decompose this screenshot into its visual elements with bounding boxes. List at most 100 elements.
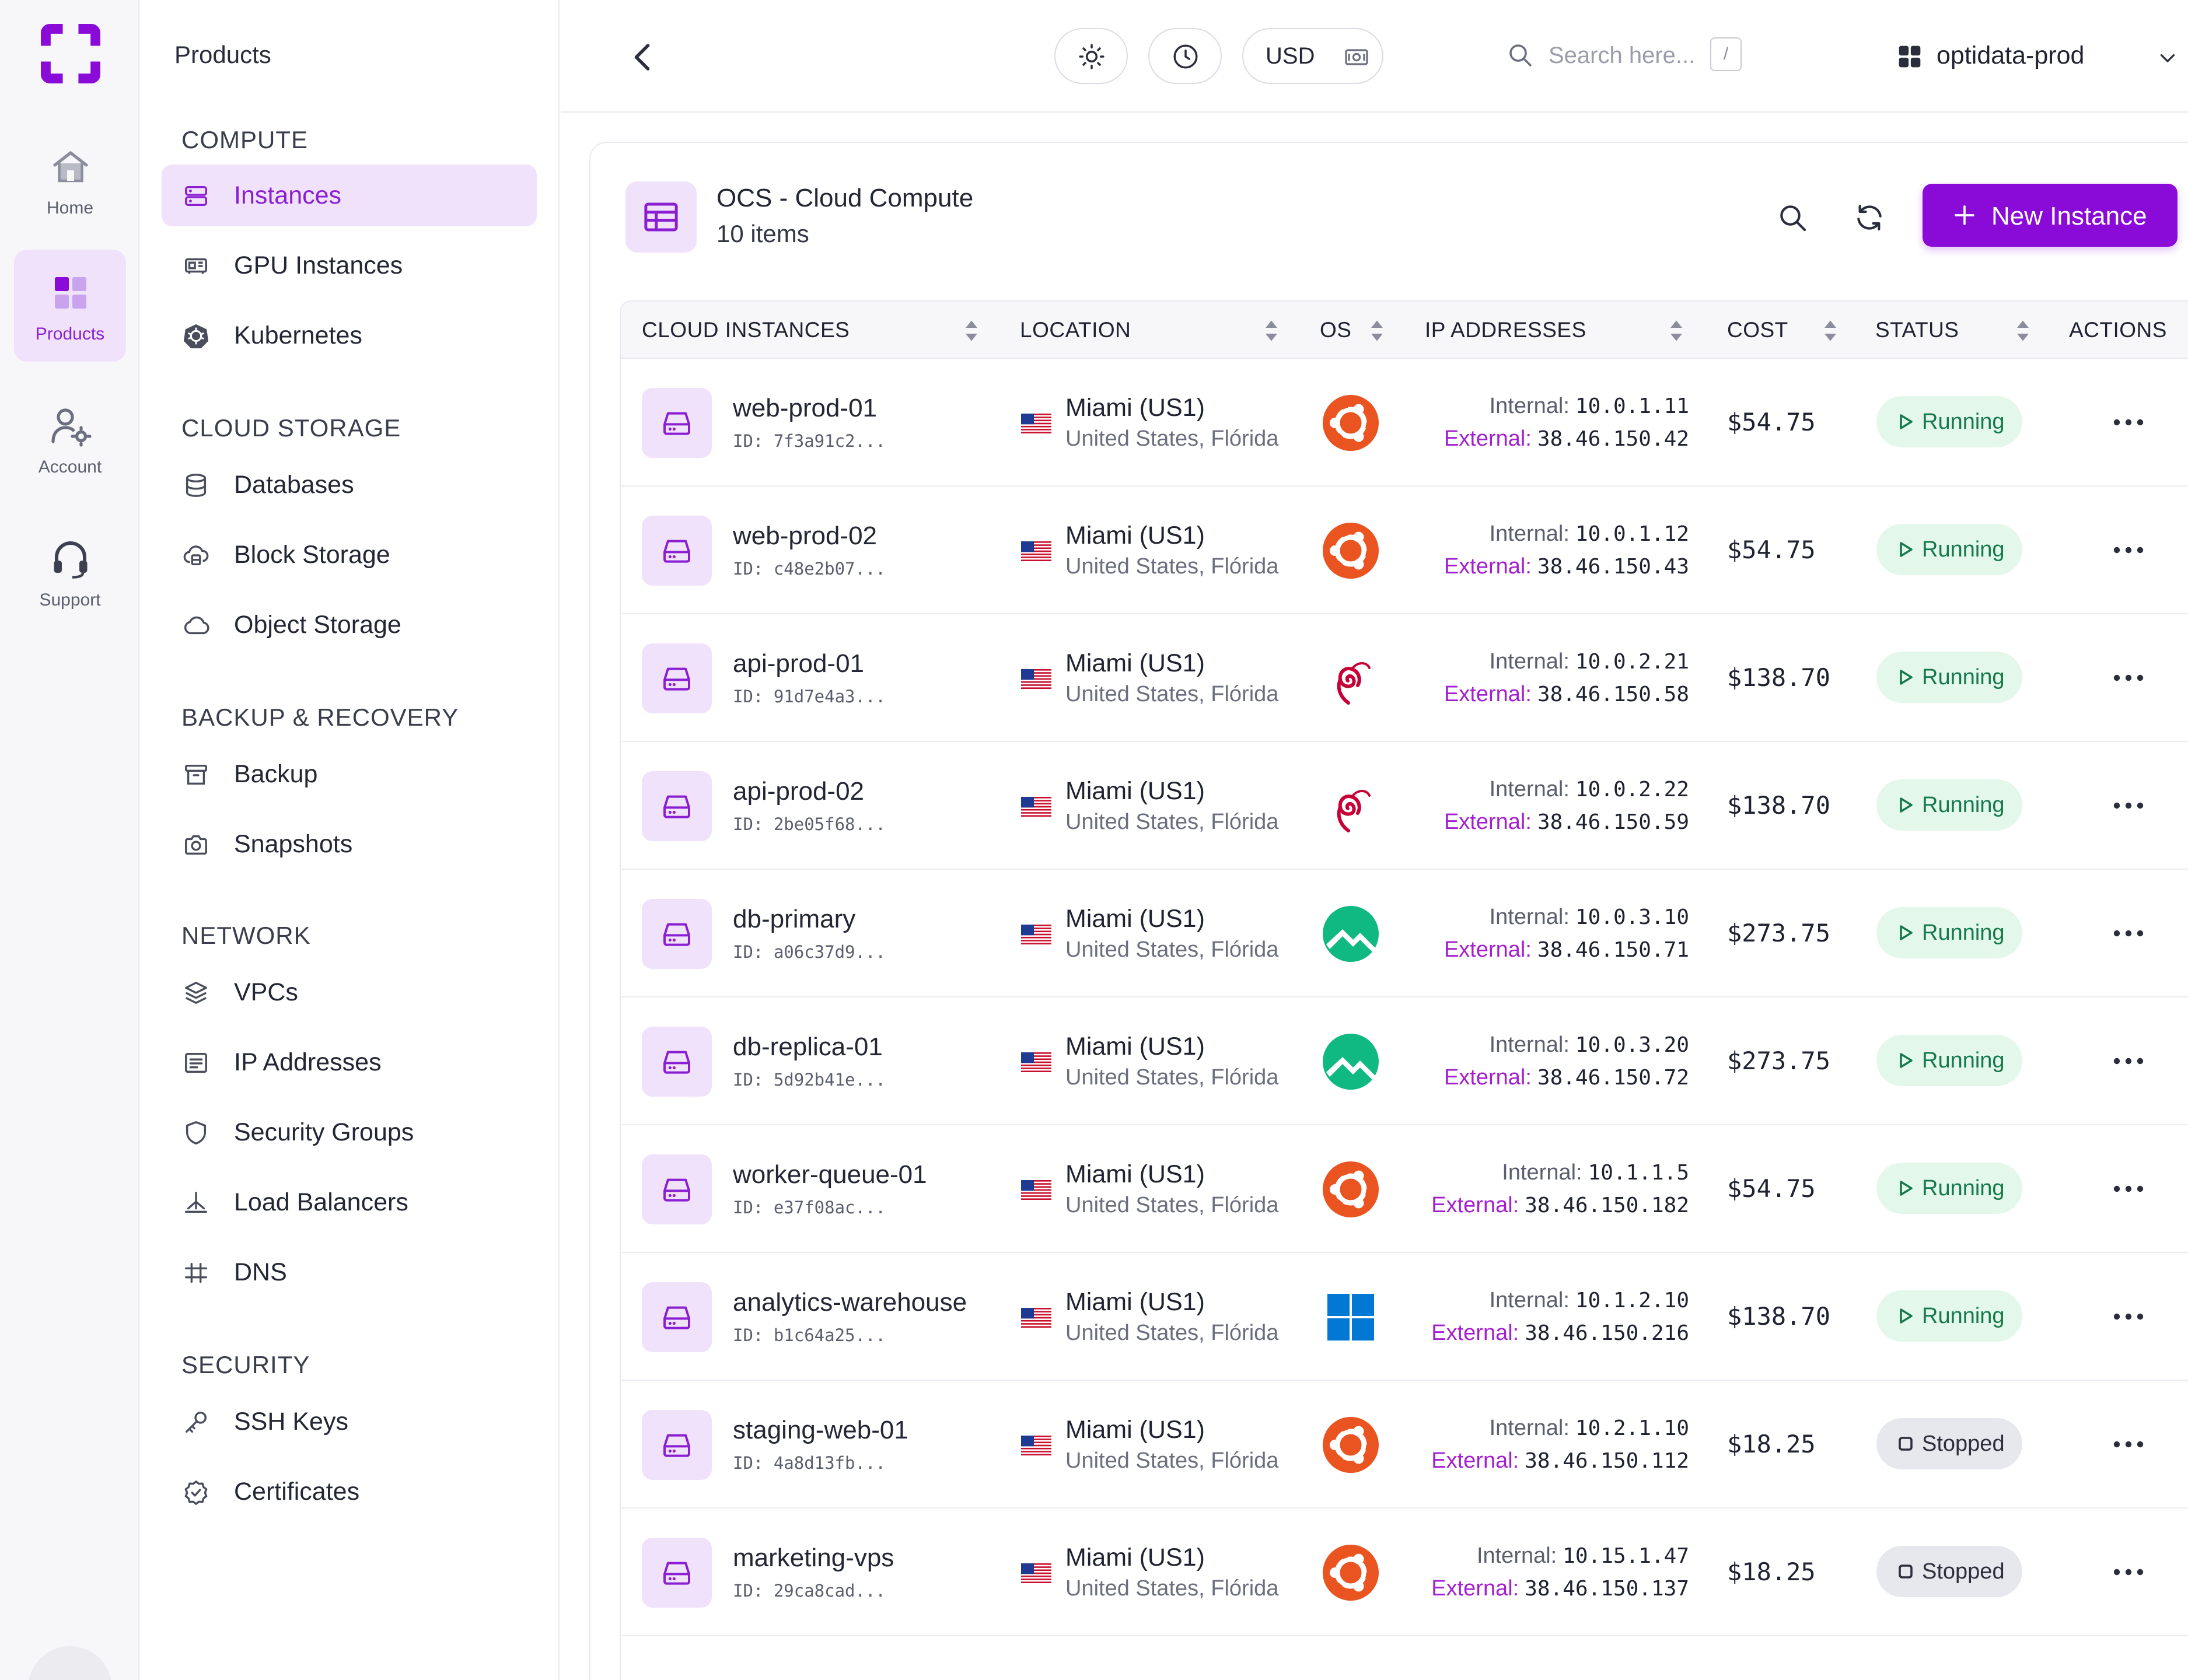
table-row[interactable]: db-primary ID: a06c37d9... Miami (US1) U…: [621, 870, 2188, 998]
card-icon: [625, 181, 697, 253]
sidebar-item-ssh-keys[interactable]: SSH Keys: [162, 1391, 537, 1452]
table-row[interactable]: web-prod-01 ID: 7f3a91c2... Miami (US1) …: [621, 359, 2188, 487]
column-header-instances[interactable]: CLOUD INSTANCES: [642, 318, 850, 342]
sidebar-item-object-storage[interactable]: Object Storage: [162, 594, 537, 656]
instance-id: ID: 5d92b41e...: [733, 1070, 886, 1090]
location-region: United States, Flórida: [1065, 1576, 1279, 1601]
sidebar-item-databases[interactable]: Databases: [162, 454, 537, 516]
status-badge: Running: [1876, 1163, 2022, 1214]
sort-icon[interactable]: [1823, 319, 1838, 342]
sidebar-item-ip-addresses[interactable]: IP Addresses: [162, 1031, 537, 1093]
theme-toggle-button[interactable]: [1054, 28, 1128, 84]
products-sidebar: Products COMPUTE Instances GPU Instances…: [141, 0, 560, 1680]
us-flag-icon: [1021, 1436, 1051, 1455]
logo-icon[interactable]: [38, 21, 103, 86]
instance-icon: [642, 899, 712, 969]
table-row[interactable]: analytics-warehouse ID: b1c64a25... Miam…: [621, 1253, 2188, 1381]
avatar[interactable]: [28, 1646, 112, 1680]
history-button[interactable]: [1148, 28, 1222, 84]
table-row[interactable]: api-prod-02 ID: 2be05f68... Miami (US1) …: [621, 742, 2188, 870]
sidebar-item-security-groups[interactable]: Security Groups: [162, 1101, 537, 1163]
sidebar-item-backup[interactable]: Backup: [162, 743, 537, 805]
instance-name[interactable]: analytics-warehouse: [733, 1288, 967, 1317]
internal-ip: Internal: 10.1.1.5: [1502, 1160, 1689, 1185]
column-header-ip-addresses[interactable]: IP ADDRESSES: [1425, 318, 1586, 342]
column-header-location[interactable]: LOCATION: [1020, 318, 1131, 342]
status-badge: Running: [1876, 652, 2022, 703]
instance-name[interactable]: api-prod-01: [733, 649, 865, 678]
sidebar-item-gpu-instances[interactable]: GPU Instances: [162, 235, 537, 296]
internal-ip-label: Internal:: [1489, 777, 1570, 802]
table-row[interactable]: api-prod-01 ID: 91d7e4a3... Miami (US1) …: [621, 614, 2188, 742]
rail-item-support[interactable]: Support: [14, 516, 126, 628]
table-row[interactable]: worker-queue-01 ID: e37f08ac... Miami (U…: [621, 1125, 2188, 1253]
instance-name[interactable]: web-prod-01: [733, 394, 878, 422]
internal-ip-value: 10.1.2.10: [1575, 1289, 1689, 1312]
sort-icon[interactable]: [1264, 319, 1279, 342]
chevron-left-icon[interactable]: [626, 40, 661, 75]
external-ip-label: External:: [1443, 426, 1532, 451]
more-actions-icon[interactable]: [2111, 663, 2146, 692]
status-badge: Running: [1876, 1035, 2022, 1086]
stop-icon: [1899, 1564, 1913, 1578]
external-ip: External: 38.46.150.43: [1444, 554, 1689, 579]
sidebar-item-kubernetes[interactable]: Kubernetes: [162, 304, 537, 366]
rail-item-home[interactable]: Home: [14, 124, 126, 236]
sort-icon[interactable]: [2015, 319, 2030, 342]
more-actions-icon[interactable]: [2111, 1302, 2146, 1331]
new-instance-button[interactable]: New Instance: [1923, 184, 2177, 247]
sidebar-item-load-balancers[interactable]: Load Balancers: [162, 1171, 537, 1233]
instance-name[interactable]: db-primary: [733, 905, 856, 933]
instance-name[interactable]: worker-queue-01: [733, 1160, 927, 1189]
instance-cost: $18.25: [1727, 1558, 1816, 1586]
instance-name[interactable]: api-prod-02: [733, 777, 865, 806]
sidebar-item-instances[interactable]: Instances: [162, 164, 537, 226]
table-row[interactable]: marketing-vps ID: 29ca8cad... Miami (US1…: [621, 1508, 2188, 1636]
table-row[interactable]: db-replica-01 ID: 5d92b41e... Miami (US1…: [621, 998, 2188, 1125]
more-actions-icon[interactable]: [2111, 408, 2146, 437]
column-header-status[interactable]: STATUS: [1875, 318, 1959, 342]
search-input[interactable]: [1549, 36, 1700, 75]
sidebar-item-snapshots[interactable]: Snapshots: [162, 813, 537, 875]
more-actions-icon[interactable]: [2111, 536, 2146, 565]
table-row[interactable]: staging-web-01 ID: 4a8d13fb... Miami (US…: [621, 1381, 2188, 1508]
more-actions-icon[interactable]: [2111, 791, 2146, 820]
play-icon: [1900, 1181, 1913, 1196]
instance-icon: [642, 1154, 712, 1224]
external-ip: External: 38.46.150.216: [1431, 1321, 1689, 1346]
table-icon: [644, 202, 678, 232]
column-header-os[interactable]: OS: [1320, 318, 1352, 342]
search-icon[interactable]: [1776, 201, 1809, 234]
instance-icon: [642, 388, 712, 458]
instance-name[interactable]: web-prod-02: [733, 522, 878, 550]
sidebar-item-block-storage[interactable]: Block Storage: [162, 524, 537, 586]
sort-icon[interactable]: [1369, 319, 1385, 342]
instance-name[interactable]: staging-web-01: [733, 1416, 908, 1444]
external-ip-label: External:: [1431, 1193, 1519, 1217]
rail-item-account[interactable]: Account: [14, 383, 126, 495]
external-ip-value: 38.46.150.182: [1525, 1194, 1689, 1217]
location-city: Miami (US1): [1065, 1544, 1205, 1572]
refresh-icon[interactable]: [1853, 201, 1886, 234]
sidebar-item-dns[interactable]: DNS: [162, 1241, 537, 1303]
sidebar-item-vpcs[interactable]: VPCs: [162, 961, 537, 1023]
external-ip-value: 38.46.150.43: [1537, 555, 1689, 579]
sidebar-item-certificates[interactable]: Certificates: [162, 1461, 537, 1522]
rocky-linux-logo-icon: [1323, 906, 1379, 962]
rail-item-products[interactable]: Products: [14, 250, 126, 362]
more-actions-icon[interactable]: [2111, 919, 2146, 948]
column-header-cost[interactable]: COST: [1727, 318, 1788, 342]
table-row[interactable]: web-prod-02 ID: c48e2b07... Miami (US1) …: [621, 487, 2188, 614]
external-ip: External: 38.46.150.182: [1431, 1193, 1689, 1218]
more-actions-icon[interactable]: [2111, 1558, 2146, 1587]
sort-icon[interactable]: [964, 319, 979, 342]
instance-name[interactable]: marketing-vps: [733, 1544, 894, 1572]
currency-selector[interactable]: USD: [1242, 28, 1383, 84]
sort-icon[interactable]: [1669, 319, 1684, 342]
org-switcher[interactable]: optidata-prod: [1897, 32, 2188, 81]
more-actions-icon[interactable]: [2111, 1046, 2146, 1076]
instance-name[interactable]: db-replica-01: [733, 1032, 883, 1061]
more-actions-icon[interactable]: [2111, 1174, 2146, 1203]
more-actions-icon[interactable]: [2111, 1430, 2146, 1459]
location-region: United States, Flórida: [1065, 1448, 1279, 1473]
